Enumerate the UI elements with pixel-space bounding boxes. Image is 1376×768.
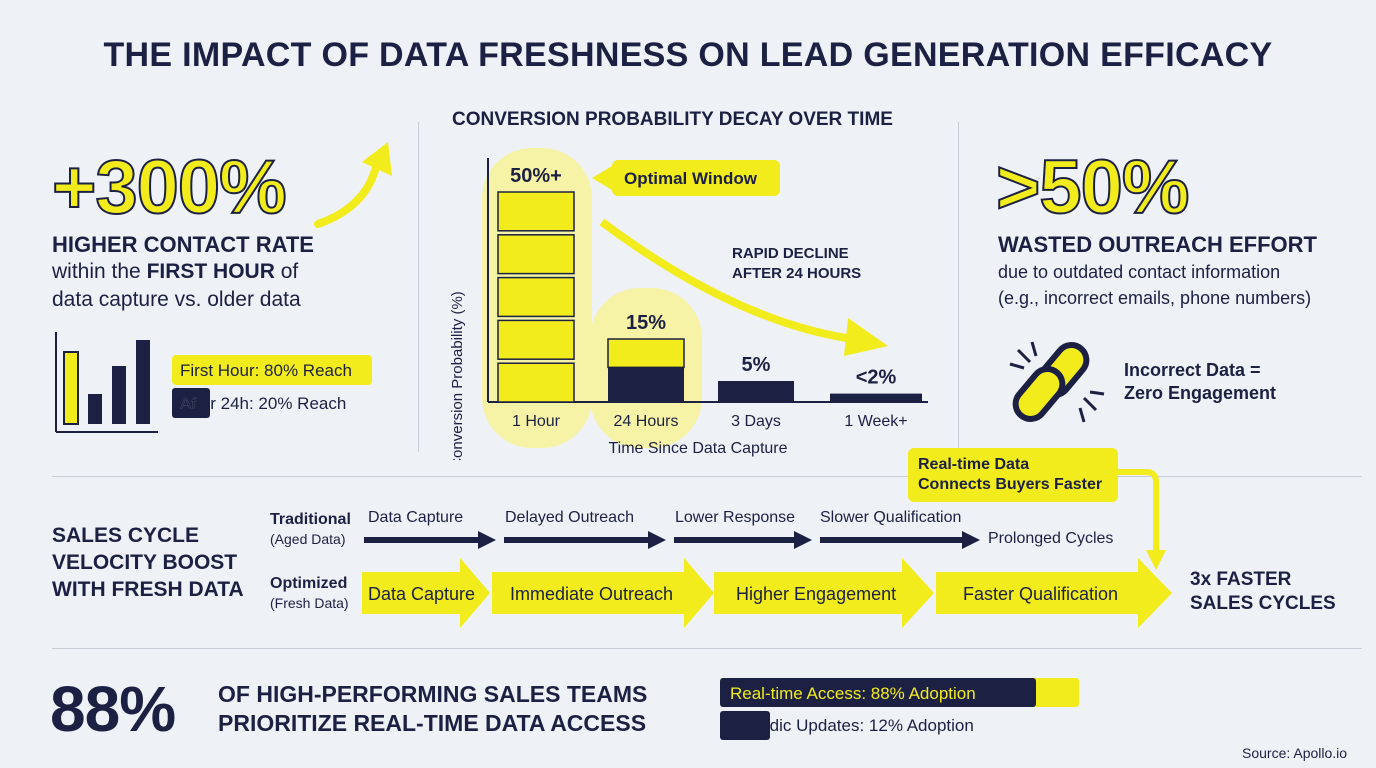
x-tick-2: 24 Hours bbox=[614, 413, 679, 430]
traditional-step-3: Lower Response bbox=[675, 509, 796, 526]
data-label-3: 5% bbox=[742, 354, 771, 376]
bar-3-days bbox=[718, 381, 794, 402]
reach-mini-chart bbox=[55, 332, 158, 433]
divider-right bbox=[958, 122, 959, 452]
optimized-step-1: Data Capture bbox=[368, 584, 476, 604]
bar-1-hour-segment bbox=[497, 276, 575, 318]
broken-link-icon bbox=[1009, 341, 1105, 423]
contact-rate-line2: data capture vs. older data bbox=[52, 288, 301, 311]
mini-bar-1 bbox=[63, 351, 79, 425]
decline-annotation-1: RAPID DECLINE bbox=[732, 245, 849, 262]
optimized-step-3: Higher Engagement bbox=[736, 584, 897, 604]
traditional-label: Traditional bbox=[270, 511, 351, 528]
realtime-label: Real-time Access: 88% Adoption bbox=[730, 684, 976, 703]
mini-bar-3 bbox=[112, 366, 126, 424]
sales-cycle-title-1: SALES CYCLE bbox=[52, 524, 200, 547]
adoption-value: 88% bbox=[50, 673, 176, 745]
incorrect-data-line1: Incorrect Data = bbox=[1124, 360, 1261, 380]
realtime-bar-fill bbox=[720, 678, 1036, 707]
result-line1: 3x FASTER bbox=[1190, 569, 1292, 590]
traditional-step-2: Delayed Outreach bbox=[505, 509, 634, 526]
y-axis-label: Conversion Probability (%) bbox=[449, 291, 466, 460]
sales-cycle-title-3: WITH FRESH DATA bbox=[52, 578, 244, 601]
wasted-line1: due to outdated contact information bbox=[998, 262, 1281, 282]
callout-connector-arrow bbox=[1116, 469, 1166, 570]
contact-rate-line1: within the FIRST HOUR of bbox=[52, 260, 299, 283]
x-axis-label: Time Since Data Capture bbox=[608, 440, 787, 457]
optimized-step-2: Immediate Outreach bbox=[510, 584, 674, 604]
chart-title: CONVERSION PROBABILITY DECAY OVER TIME bbox=[452, 109, 893, 130]
legend-first-hour: First Hour: 80% Reach bbox=[180, 361, 352, 380]
data-label-1: 50%+ bbox=[510, 165, 562, 187]
data-label-2: 15% bbox=[626, 312, 666, 334]
bar-24-hours bbox=[608, 367, 684, 402]
optimized-step-4: Faster Qualification bbox=[963, 584, 1119, 604]
data-label-4: <2% bbox=[856, 367, 897, 389]
realtime-callout-line1: Real-time Data bbox=[918, 456, 1030, 473]
periodic-label: Periodic Updates: 12% Adoption bbox=[730, 716, 974, 735]
traditional-step-4: Slower Qualification bbox=[820, 509, 962, 526]
wasted-line2: (e.g., incorrect emails, phone numbers) bbox=[998, 288, 1312, 308]
traditional-arrows bbox=[364, 531, 980, 549]
traditional-sublabel: (Aged Data) bbox=[270, 531, 346, 547]
page-title: THE IMPACT OF DATA FRESHNESS ON LEAD GEN… bbox=[103, 36, 1273, 74]
realtime-callout bbox=[908, 448, 1118, 502]
adoption-line1: OF HIGH-PERFORMING SALES TEAMS bbox=[218, 681, 648, 707]
divider-mid bbox=[52, 476, 1362, 477]
source-note: Source: Apollo.io bbox=[1242, 745, 1348, 761]
optimal-window-label: Optimal Window bbox=[624, 169, 758, 188]
wasted-value: >50% bbox=[995, 145, 1190, 230]
bar-1-hour-segment bbox=[497, 234, 575, 275]
legend-first-hour-swatch bbox=[172, 355, 372, 385]
optimized-label: Optimized bbox=[270, 575, 348, 592]
traditional-end: Prolonged Cycles bbox=[988, 530, 1114, 547]
mini-bar-2 bbox=[88, 394, 102, 424]
contact-rate-heading: HIGHER CONTACT RATE bbox=[52, 232, 314, 257]
incorrect-data-line2: Zero Engagement bbox=[1124, 383, 1277, 403]
decay-chart: Conversion Probability (%) 50%+15%5%<2% … bbox=[449, 148, 928, 460]
legend-after-swatch bbox=[172, 388, 210, 418]
up-arrow-icon bbox=[314, 142, 392, 228]
sales-cycle-title-2: VELOCITY BOOST bbox=[52, 551, 238, 574]
adoption-line2: PRIORITIZE REAL-TIME DATA ACCESS bbox=[218, 710, 647, 736]
wasted-heading: WASTED OUTREACH EFFORT bbox=[998, 232, 1317, 257]
bar-1-week bbox=[830, 393, 922, 402]
legend-after-24h: Af bbox=[180, 394, 197, 413]
divider-left bbox=[418, 122, 419, 452]
x-tick-1: 1 Hour bbox=[512, 413, 561, 430]
result-line2: SALES CYCLES bbox=[1190, 593, 1336, 614]
traditional-step-1: Data Capture bbox=[368, 509, 464, 526]
optimized-arrows bbox=[362, 558, 1172, 628]
optimal-window-callout bbox=[612, 160, 780, 196]
decline-arrowhead bbox=[844, 318, 888, 356]
bar-1-hour-segment bbox=[497, 362, 575, 403]
bar-1-hour-segment bbox=[497, 191, 575, 232]
decline-arrow bbox=[599, 218, 861, 344]
realtime-callout-line2: Connects Buyers Faster bbox=[918, 476, 1103, 493]
x-tick-3: 3 Days bbox=[731, 413, 781, 430]
legend-after-24h-text: After 24h: 20% Reach bbox=[180, 394, 347, 413]
periodic-bar-swatch bbox=[720, 711, 770, 740]
contact-rate-value: +300% bbox=[51, 145, 288, 230]
bar-24-hours-top bbox=[607, 338, 685, 369]
decline-annotation-2: AFTER 24 HOURS bbox=[732, 265, 861, 282]
callout-pointer bbox=[592, 166, 612, 190]
optimized-sublabel: (Fresh Data) bbox=[270, 595, 349, 611]
mini-bar-4 bbox=[136, 340, 150, 424]
bar-1-hour-segment bbox=[497, 319, 575, 360]
divider-bottom bbox=[52, 648, 1362, 649]
x-tick-4: 1 Week+ bbox=[844, 413, 907, 430]
